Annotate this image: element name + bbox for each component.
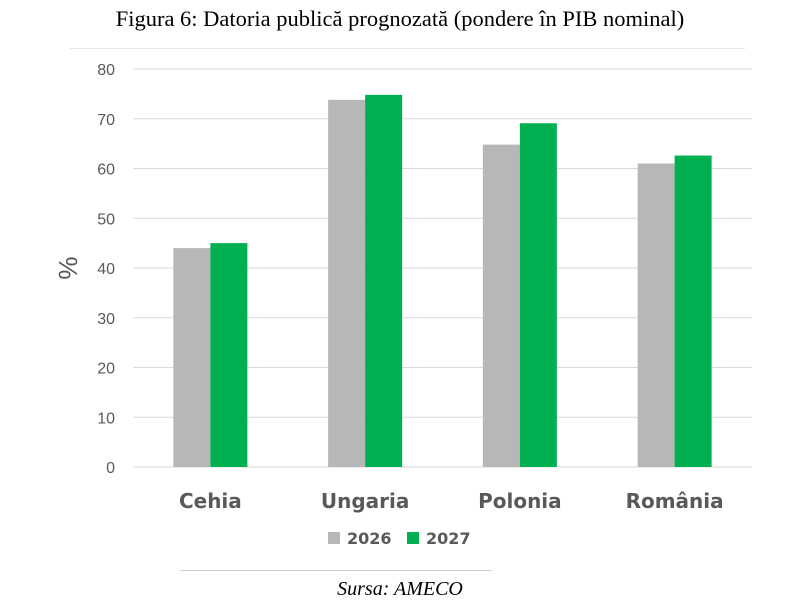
x-category-label: Cehia [179,489,242,513]
y-tick-label: 50 [97,211,115,228]
bar-2027-România [674,155,712,467]
y-tick-label: 60 [97,162,115,179]
y-tick-label: 30 [97,311,115,328]
legend-swatch-2027 [407,532,419,544]
bar-2027-Cehia [210,243,248,467]
bar-2026-Polonia [482,144,520,467]
figure-title: Figura 6: Datoria publică prognozată (po… [115,6,685,31]
bar-2027-Polonia [519,123,557,467]
title-divider [70,48,745,49]
y-tick-label: 20 [97,361,115,378]
y-tick-label: 40 [97,261,115,278]
y-tick-label: 0 [106,460,115,477]
y-axis-label: % [53,256,83,279]
y-tick-label: 70 [97,112,115,129]
legend-swatch-2026 [328,532,340,544]
x-category-label: România [626,489,724,513]
x-category-label: Ungaria [321,489,410,513]
legend-label: 2026 [347,529,392,548]
source-note: Sursa: AMECO [337,578,463,600]
source-divider [180,570,492,571]
x-category-label: Polonia [478,489,562,513]
bar-2026-Cehia [173,248,211,467]
y-tick-label: 80 [97,62,115,79]
bar-2027-Ungaria [365,94,403,468]
bar-2026-România [637,163,675,467]
bar-2026-Ungaria [328,99,366,467]
y-tick-label: 10 [97,410,115,427]
legend-label: 2027 [426,529,471,548]
